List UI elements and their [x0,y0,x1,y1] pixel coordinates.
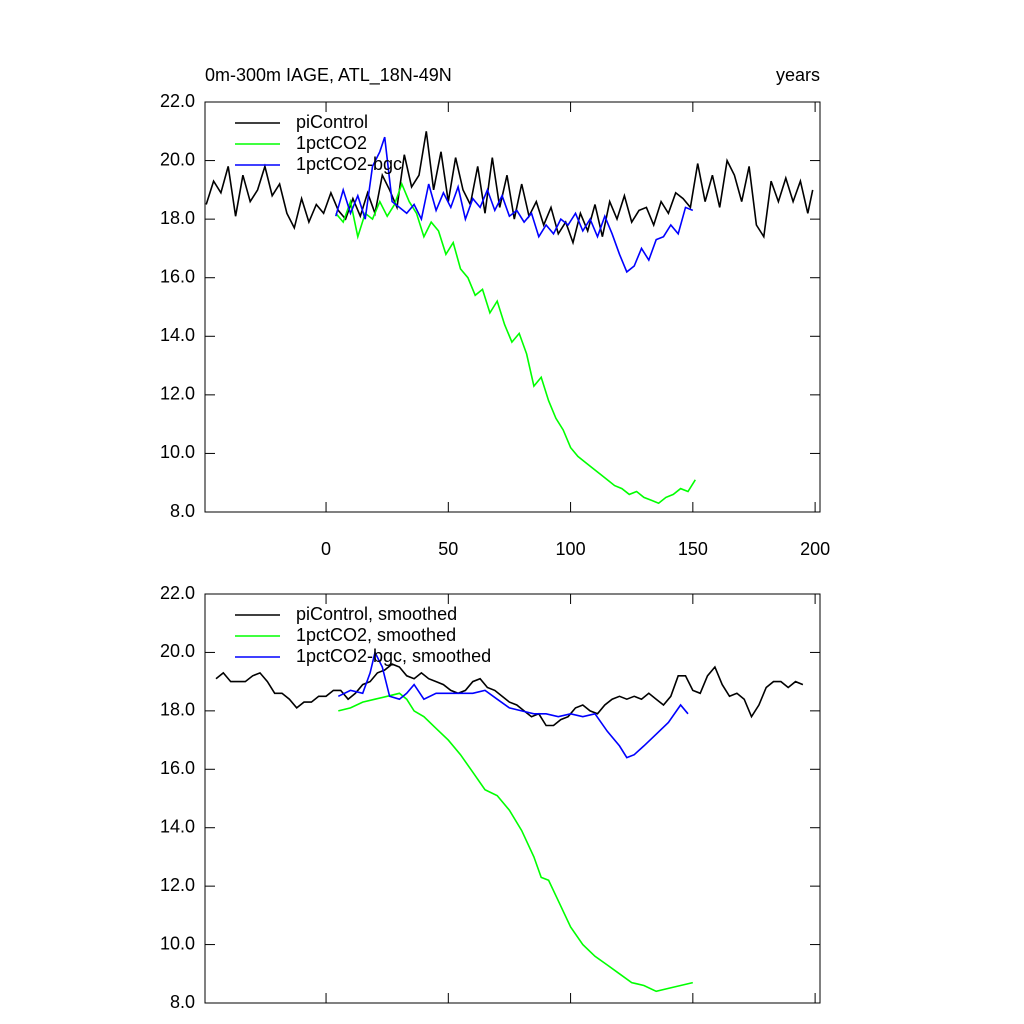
y-tick-label: 18.0 [160,700,195,720]
y-tick-label: 22.0 [160,91,195,111]
y-tick-label: 14.0 [160,816,195,836]
y-tick-label: 8.0 [170,501,195,521]
data-line [335,136,694,274]
units-label: years [776,65,820,85]
data-line [338,692,693,993]
chart-title: 0m-300m IAGE, ATL_18N-49N [205,65,452,86]
x-tick-label: 150 [678,539,708,559]
y-tick-label: 16.0 [160,758,195,778]
y-tick-label: 18.0 [160,208,195,228]
y-tick-label: 8.0 [170,992,195,1012]
legend-label: 1pctCO2-bgc, smoothed [296,646,491,666]
data-line [337,650,689,759]
plot-frame [204,101,821,513]
y-tick-label: 16.0 [160,266,195,286]
x-tick-label: 200 [800,539,830,559]
x-tick-label: 50 [438,539,458,559]
legend-label: piControl [296,112,368,132]
y-tick-label: 10.0 [160,442,195,462]
y-tick-label: 14.0 [160,325,195,345]
legend-label: 1pctCO2, smoothed [296,625,456,645]
y-tick-label: 20.0 [160,149,195,169]
y-tick-label: 20.0 [160,641,195,661]
y-tick-label: 12.0 [160,384,195,404]
y-tick-label: 12.0 [160,875,195,895]
legend-label: 1pctCO2-bgc [296,154,402,174]
data-line [215,663,804,727]
data-line [205,131,814,246]
y-tick-label: 10.0 [160,933,195,953]
data-line [335,181,696,505]
x-tick-label: 100 [556,539,586,559]
legend-label: piControl, smoothed [296,604,457,624]
legend-label: 1pctCO2 [296,133,367,153]
x-tick-label: 0 [321,539,331,559]
y-tick-label: 22.0 [160,583,195,603]
plot-frame [204,593,821,1004]
